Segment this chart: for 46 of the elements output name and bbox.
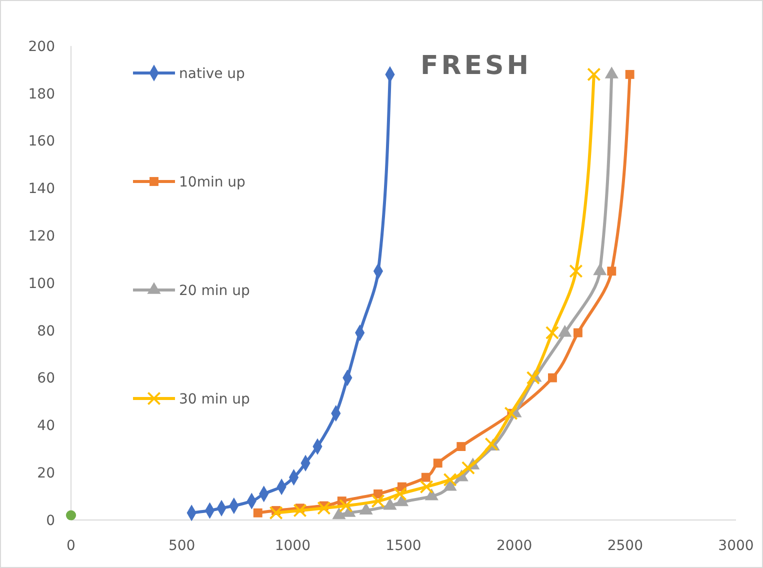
y-tick-label: 60 xyxy=(37,370,55,387)
x-tick-label: 1000 xyxy=(274,538,310,554)
legend-label: 30 min up xyxy=(179,391,250,408)
x-tick-label: 2500 xyxy=(607,538,643,554)
y-tick-label: 20 xyxy=(37,466,55,482)
point xyxy=(625,70,634,79)
point xyxy=(66,510,76,520)
y-tick-label: 40 xyxy=(37,418,55,434)
point xyxy=(461,461,476,475)
point xyxy=(587,68,601,82)
point xyxy=(253,508,262,518)
chart-title: FRESH xyxy=(420,51,532,81)
point xyxy=(420,480,434,494)
point xyxy=(569,264,583,278)
x-tick-label: 0 xyxy=(66,538,76,554)
point xyxy=(317,501,331,515)
x-tick-label: 500 xyxy=(168,538,196,554)
point xyxy=(293,504,307,518)
x-tick-label: 2000 xyxy=(496,538,532,554)
y-tick-label: 140 xyxy=(28,181,55,198)
point xyxy=(526,370,540,385)
y-tick-label: 0 xyxy=(46,512,55,529)
point xyxy=(573,328,582,338)
legend-label: 10min up xyxy=(179,174,246,190)
y-tick-label: 200 xyxy=(28,38,55,55)
point xyxy=(607,266,616,276)
y-tick-label: 180 xyxy=(28,86,55,102)
point xyxy=(433,458,442,468)
point xyxy=(421,472,430,482)
y-tick-label: 80 xyxy=(37,323,55,340)
point xyxy=(393,487,407,501)
legend-label: 20 min up xyxy=(179,282,250,299)
point xyxy=(545,326,560,340)
x-tick-label: 3000 xyxy=(718,538,754,554)
point xyxy=(504,406,518,420)
y-tick-label: 120 xyxy=(28,228,55,244)
point xyxy=(443,472,457,487)
point xyxy=(269,506,283,520)
y-tick-label: 160 xyxy=(28,134,55,150)
x-tick-label: 1500 xyxy=(386,538,422,554)
point xyxy=(456,442,466,451)
point xyxy=(339,498,353,513)
point xyxy=(371,494,385,508)
legend-label: native up xyxy=(179,66,246,82)
y-tick-label: 100 xyxy=(28,276,55,292)
point xyxy=(548,373,557,382)
